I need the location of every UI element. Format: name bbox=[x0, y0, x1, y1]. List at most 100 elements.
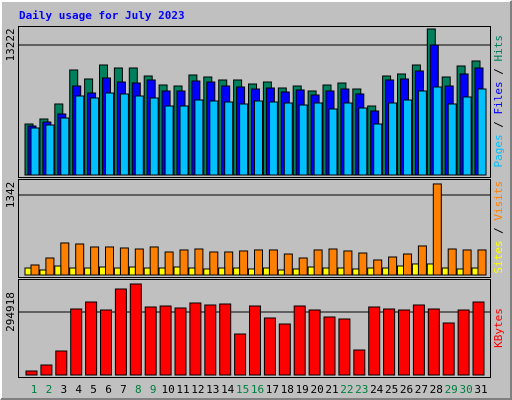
legend-separator: / bbox=[492, 115, 505, 135]
bar bbox=[24, 267, 32, 276]
bar bbox=[249, 305, 261, 376]
legend-entry: Hits bbox=[492, 35, 505, 62]
bar bbox=[239, 250, 249, 276]
bar bbox=[397, 265, 404, 276]
bar bbox=[164, 251, 174, 276]
bar bbox=[194, 99, 204, 176]
bar bbox=[388, 102, 398, 176]
bar bbox=[367, 267, 375, 276]
x-tick-label: 26 bbox=[400, 383, 413, 396]
bar bbox=[292, 268, 300, 276]
x-tick-label: 13 bbox=[206, 383, 219, 396]
bar bbox=[239, 103, 249, 176]
bar bbox=[441, 267, 449, 276]
bar bbox=[188, 267, 196, 276]
x-tick-label: 3 bbox=[60, 383, 67, 396]
bar bbox=[298, 104, 308, 176]
bar bbox=[337, 267, 345, 276]
bar bbox=[45, 257, 55, 276]
bar bbox=[254, 100, 263, 176]
x-tick-label: 31 bbox=[474, 383, 487, 396]
x-tick-label: 5 bbox=[90, 383, 97, 396]
bar bbox=[368, 306, 381, 376]
legend-entry: Pages bbox=[492, 134, 505, 167]
bar bbox=[307, 266, 315, 276]
x-tick-label: 6 bbox=[105, 383, 112, 396]
bar bbox=[417, 245, 427, 276]
x-tick-label: 7 bbox=[120, 383, 127, 396]
bar bbox=[328, 108, 338, 176]
bar bbox=[143, 267, 151, 276]
bar bbox=[159, 305, 172, 376]
bar bbox=[69, 267, 77, 276]
x-tick-label: 28 bbox=[430, 383, 443, 396]
bar bbox=[388, 256, 398, 276]
bar bbox=[164, 105, 174, 176]
bar bbox=[45, 124, 55, 176]
legend-entry: Visits bbox=[492, 181, 505, 221]
x-tick-label: 2 bbox=[46, 383, 53, 396]
bar bbox=[54, 265, 62, 276]
legend-entry: KBytes bbox=[492, 308, 505, 348]
bar bbox=[426, 263, 434, 276]
y-tick-label: 1342 bbox=[4, 182, 17, 209]
bar bbox=[134, 248, 144, 276]
x-tick-label: 17 bbox=[266, 383, 279, 396]
bar bbox=[39, 269, 47, 276]
bar bbox=[203, 268, 211, 276]
bar bbox=[70, 308, 83, 376]
x-tick-label: 27 bbox=[415, 383, 428, 396]
bar bbox=[174, 307, 187, 376]
bar bbox=[427, 308, 440, 376]
bar bbox=[268, 249, 278, 276]
bar bbox=[224, 101, 234, 176]
bar bbox=[403, 99, 412, 176]
legend: KBytes bbox=[492, 308, 505, 348]
bar bbox=[328, 248, 338, 276]
bar bbox=[90, 246, 100, 276]
bar bbox=[477, 249, 487, 276]
bar bbox=[105, 246, 114, 276]
x-tick-label: 29 bbox=[445, 383, 458, 396]
bar bbox=[75, 243, 85, 276]
bar bbox=[119, 247, 129, 276]
bar bbox=[179, 105, 189, 176]
x-tick-label: 24 bbox=[370, 383, 384, 396]
bar bbox=[134, 95, 144, 176]
bar bbox=[268, 101, 278, 176]
bar bbox=[219, 303, 232, 376]
bar bbox=[278, 323, 291, 376]
legend-entry: Files bbox=[492, 81, 505, 114]
bar bbox=[358, 107, 368, 176]
bar bbox=[85, 301, 98, 376]
bar bbox=[233, 267, 241, 276]
bar bbox=[462, 249, 472, 276]
bar bbox=[105, 92, 114, 176]
legend: Pages / Files / Hits bbox=[492, 35, 505, 168]
x-tick-label: 4 bbox=[75, 383, 82, 396]
bar bbox=[323, 316, 336, 376]
x-tick-label: 30 bbox=[459, 383, 472, 396]
bar bbox=[189, 302, 202, 376]
bar bbox=[194, 248, 204, 276]
bar bbox=[129, 283, 142, 376]
bar bbox=[447, 248, 457, 276]
bar bbox=[283, 253, 293, 276]
bar bbox=[432, 183, 442, 276]
bar bbox=[119, 93, 129, 176]
bar bbox=[456, 268, 464, 276]
bar bbox=[353, 349, 366, 376]
bar bbox=[293, 305, 306, 376]
bar bbox=[209, 100, 219, 176]
bar bbox=[30, 264, 40, 276]
bar bbox=[149, 246, 159, 276]
y-tick-label: 13222 bbox=[4, 28, 17, 61]
legend: Sites / Visits bbox=[492, 181, 505, 274]
bar bbox=[179, 249, 189, 276]
bar bbox=[173, 266, 181, 276]
bar bbox=[322, 267, 330, 276]
x-tick-label: 9 bbox=[150, 383, 157, 396]
bar bbox=[403, 253, 412, 276]
